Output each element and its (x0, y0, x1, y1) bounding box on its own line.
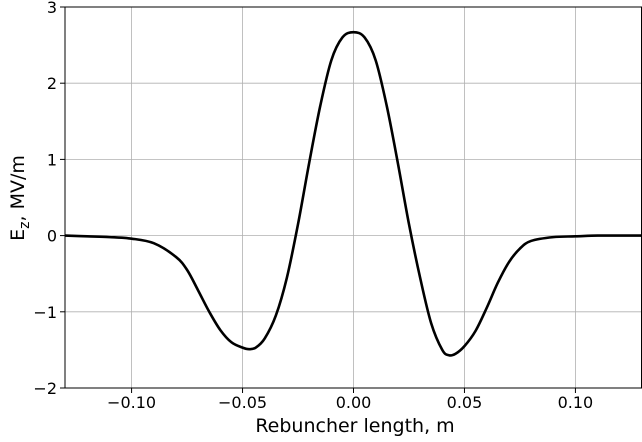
y-tick-label: −1 (33, 303, 57, 322)
x-axis-label: Rebuncher length, m (255, 415, 454, 437)
ez-series-line (64, 30, 642, 357)
x-tick-label: −0.05 (218, 393, 267, 412)
tick-labels: −0.10 −0.05 0.00 0.05 0.10 −2 −1 0 1 2 3 (33, 0, 593, 412)
y-tick-label: 3 (47, 0, 57, 17)
series-layer (64, 30, 642, 357)
y-tick-label: 2 (47, 74, 57, 93)
grid (65, 6, 642, 389)
y-axis-label: Ez, MV/m (7, 155, 33, 241)
y-tick-label: 1 (47, 150, 57, 169)
x-tick-label: 0.10 (558, 393, 594, 412)
x-tick-label: −0.10 (107, 393, 156, 412)
y-tick-label: −2 (33, 379, 57, 398)
x-tick-label: 0.00 (336, 393, 372, 412)
y-tick-label: 0 (47, 227, 57, 246)
ticks (60, 6, 576, 393)
x-tick-label: 0.05 (447, 393, 483, 412)
